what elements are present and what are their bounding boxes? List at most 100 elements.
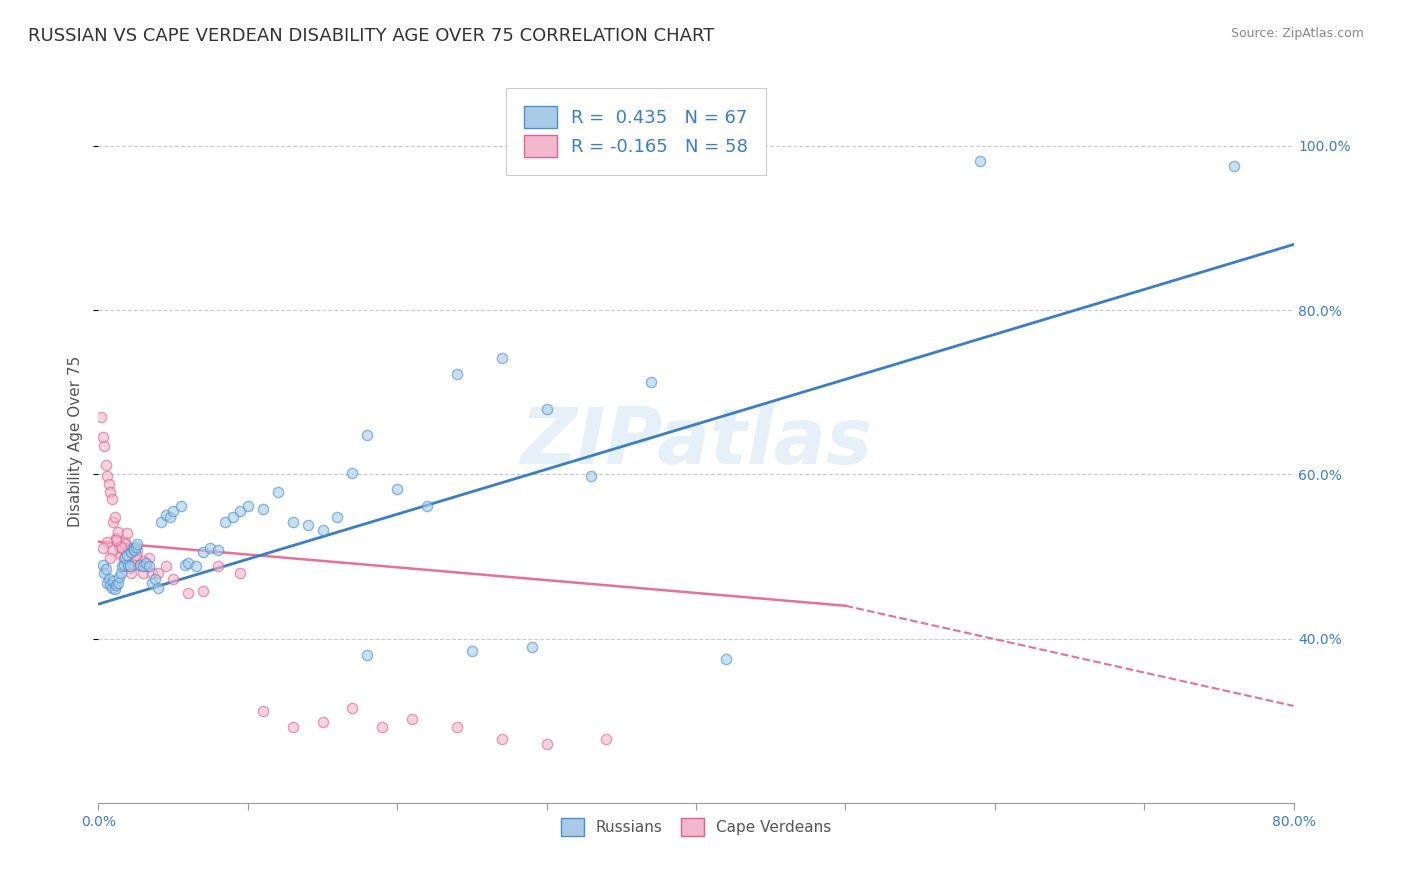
Point <box>108 540 131 554</box>
Point <box>135 559 157 574</box>
Point <box>114 551 136 566</box>
Point <box>110 548 132 562</box>
Point <box>104 510 127 524</box>
Point <box>461 644 484 658</box>
Point <box>127 537 149 551</box>
Point <box>114 534 136 549</box>
Point <box>129 558 152 572</box>
Point <box>311 715 333 730</box>
Point <box>252 501 274 516</box>
Point <box>401 712 423 726</box>
Point <box>96 469 118 483</box>
Point <box>191 545 214 559</box>
Point <box>101 491 124 506</box>
Legend: Russians, Cape Verdeans: Russians, Cape Verdeans <box>554 813 838 842</box>
Point <box>112 558 135 572</box>
Point <box>536 737 558 751</box>
Point <box>129 558 152 572</box>
Point <box>138 559 160 574</box>
Point <box>281 720 304 734</box>
Point <box>94 458 117 472</box>
Point <box>97 477 120 491</box>
Point <box>446 720 468 734</box>
Point <box>595 731 617 746</box>
Point <box>94 562 117 576</box>
Point <box>98 551 122 566</box>
Point <box>120 545 142 559</box>
Point <box>96 534 118 549</box>
Point <box>311 523 333 537</box>
Point <box>200 541 222 556</box>
Point <box>491 731 513 746</box>
Point <box>115 526 138 541</box>
Point <box>103 515 125 529</box>
Point <box>93 566 115 580</box>
Point <box>115 548 138 562</box>
Point <box>581 469 603 483</box>
Point <box>267 485 290 500</box>
Point <box>177 586 200 600</box>
Point <box>342 701 364 715</box>
Point <box>229 566 252 580</box>
Point <box>141 566 163 580</box>
Point <box>98 578 122 592</box>
Y-axis label: Disability Age Over 75: Disability Age Over 75 <box>67 356 83 527</box>
Point <box>114 537 136 551</box>
Point <box>105 532 128 546</box>
Point <box>371 720 394 734</box>
Point <box>297 518 319 533</box>
Point <box>111 541 134 556</box>
Point <box>111 559 134 574</box>
Point <box>342 466 364 480</box>
Point <box>91 430 114 444</box>
Point <box>101 581 124 595</box>
Point <box>184 559 207 574</box>
Point <box>229 504 252 518</box>
Point <box>96 575 118 590</box>
Point <box>356 648 378 662</box>
Point <box>281 515 304 529</box>
Point <box>191 584 214 599</box>
Point <box>90 409 112 424</box>
Point <box>385 482 409 496</box>
Point <box>118 561 141 575</box>
Point <box>127 542 149 557</box>
Point <box>207 559 229 574</box>
Point <box>125 548 148 562</box>
Point <box>124 542 146 557</box>
Point <box>135 556 157 570</box>
Point <box>103 574 125 588</box>
Point <box>124 558 146 572</box>
Point <box>969 153 991 168</box>
Point <box>159 510 181 524</box>
Point <box>117 542 139 557</box>
Point <box>169 499 191 513</box>
Point <box>132 566 155 580</box>
Point <box>104 582 127 597</box>
Point <box>132 553 155 567</box>
Point <box>207 542 229 557</box>
Point <box>105 533 128 547</box>
Point <box>132 559 155 574</box>
Point <box>714 652 737 666</box>
Point <box>105 578 128 592</box>
Point <box>91 558 114 572</box>
Point <box>110 540 132 554</box>
Point <box>236 499 259 513</box>
Point <box>120 566 142 580</box>
Point <box>98 485 122 500</box>
Point <box>446 368 468 382</box>
Point <box>416 499 439 513</box>
Point <box>107 575 129 590</box>
Point <box>117 558 139 572</box>
Point <box>162 504 184 518</box>
Point <box>91 541 114 556</box>
Point <box>110 566 132 580</box>
Point <box>125 551 148 566</box>
Point <box>222 510 245 524</box>
Point <box>214 515 236 529</box>
Text: ZIPatlas: ZIPatlas <box>520 403 872 480</box>
Point <box>118 559 141 574</box>
Point <box>112 551 135 566</box>
Point <box>162 573 184 587</box>
